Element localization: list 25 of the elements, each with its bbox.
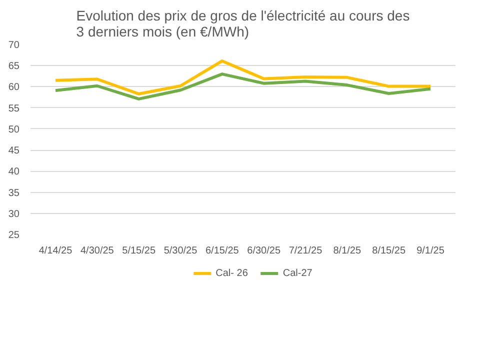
legend-label: Cal-27 <box>282 268 312 278</box>
x-tick-label: 8/1/25 <box>333 246 362 256</box>
chart-title: Evolution des prix de gros de l'électricité au cours des 3 derniers mois (en €/MWh) <box>76 8 410 40</box>
y-tick-label: 25 <box>8 230 20 241</box>
y-tick-label: 50 <box>8 124 20 136</box>
x-tick-label: 7/21/25 <box>288 246 323 256</box>
x-tick-label: 9/1/25 <box>416 246 445 256</box>
x-tick-label: 6/15/25 <box>205 246 240 256</box>
y-tick-label: 40 <box>8 166 20 178</box>
y-tick-label: 60 <box>8 82 20 94</box>
y-tick-label: 55 <box>8 103 20 114</box>
line-series <box>54 59 432 96</box>
x-tick-label: 8/15/25 <box>372 246 406 256</box>
x-tick-label: 5/30/25 <box>164 246 198 256</box>
x-tick-label: 4/30/25 <box>80 246 114 256</box>
y-tick-label: 45 <box>8 146 20 157</box>
legend-label: Cal- 26 <box>216 268 248 278</box>
line-series <box>54 72 432 100</box>
y-tick-label: 30 <box>8 208 20 220</box>
x-tick-label: 6/30/25 <box>247 246 281 256</box>
x-tick-label: 5/15/25 <box>122 246 156 256</box>
y-tick-label: 35 <box>8 188 20 199</box>
x-tick-label: 4/14/25 <box>38 246 73 256</box>
y-tick-label: 70 <box>8 40 20 51</box>
y-tick-label: 65 <box>8 61 20 72</box>
